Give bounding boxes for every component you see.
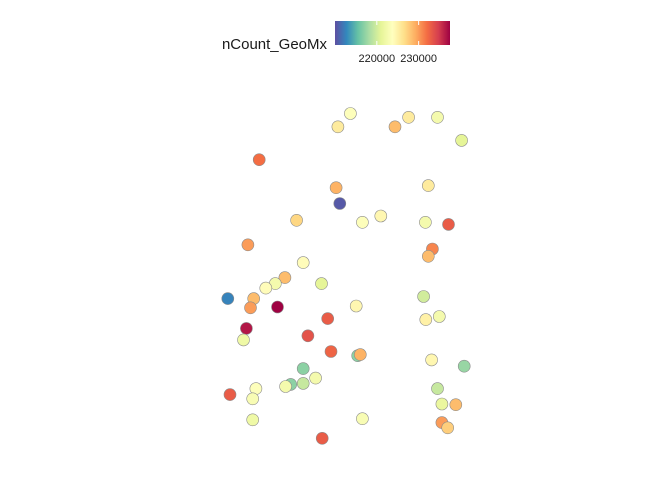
scatter-point — [315, 431, 329, 445]
scatter-point — [259, 281, 273, 295]
scatter-point — [278, 271, 292, 284]
scatter-point — [356, 412, 369, 426]
color-legend: nCount_GeoMx 220000 230000 — [222, 21, 450, 65]
scatter-point — [244, 301, 257, 315]
scatter-point — [344, 107, 357, 120]
scatter-point — [442, 218, 455, 231]
scatter-point — [421, 179, 435, 192]
scatter-point — [223, 388, 237, 401]
scatter-point — [349, 299, 363, 313]
scatter-point — [455, 134, 468, 147]
scatter-point — [402, 111, 415, 124]
scatter-point — [296, 256, 310, 269]
scatter-point — [290, 214, 303, 227]
scatter-point — [419, 313, 433, 326]
scatter-point — [315, 277, 328, 290]
scatter-point — [246, 413, 259, 427]
colorbar — [335, 21, 450, 45]
scatter-point — [221, 292, 235, 305]
scatter-point — [431, 382, 444, 395]
scatter-point — [296, 377, 310, 390]
scatter-point — [237, 333, 250, 347]
scatter-point — [421, 249, 435, 263]
scatter-point — [419, 216, 432, 229]
scatter-point — [240, 322, 253, 335]
colorbar-tick-label: 220000 — [358, 53, 395, 65]
scatter-point — [271, 300, 284, 314]
scatter-point — [441, 421, 455, 435]
scatter-point — [449, 398, 463, 412]
scatter-point — [388, 120, 402, 134]
colorbar-tick-label: 230000 — [400, 53, 437, 65]
scatter-point — [252, 153, 266, 166]
scatter-point — [309, 371, 322, 385]
scatter-point — [296, 362, 310, 375]
scatter-point — [329, 181, 343, 194]
scatter-point — [246, 392, 259, 406]
scatter-point — [324, 345, 338, 358]
scatter-point — [279, 380, 292, 393]
scatter-point — [417, 290, 430, 303]
scatter-point — [457, 359, 471, 373]
scatter-point — [374, 209, 388, 223]
scatter-point — [331, 120, 345, 134]
scatter-point — [353, 348, 367, 361]
scatter-point — [241, 238, 255, 252]
scatter-point — [425, 353, 438, 367]
legend-title: nCount_GeoMx — [222, 36, 328, 53]
scatter-point — [432, 310, 446, 323]
scatter-point — [435, 397, 449, 411]
scatter-point — [321, 312, 335, 325]
scatter-points — [221, 107, 471, 445]
scatter-point — [333, 197, 347, 210]
scatter-point — [431, 111, 444, 124]
scatter-point — [301, 329, 315, 343]
scatter-point — [356, 216, 369, 229]
